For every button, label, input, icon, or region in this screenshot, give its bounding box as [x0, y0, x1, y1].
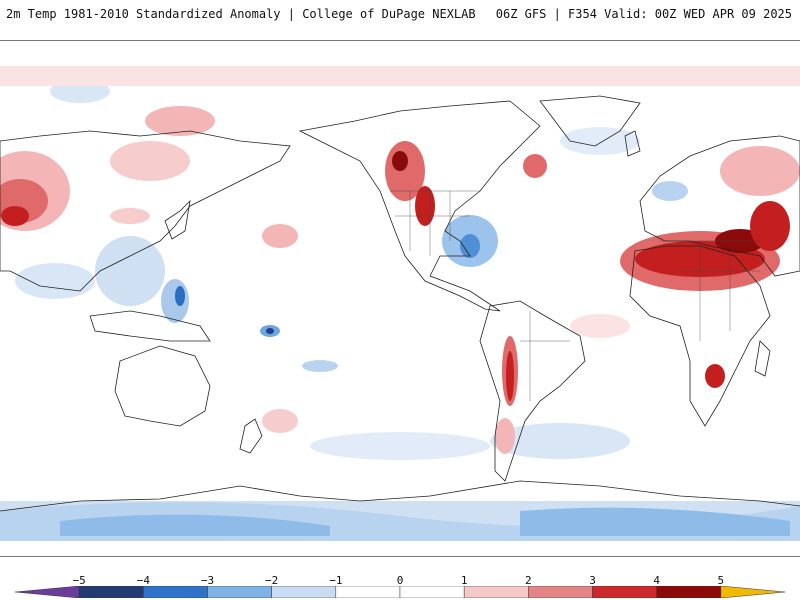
eurasia-east-outline: [0, 130, 291, 292]
greenland-outline: [539, 95, 641, 147]
south-america-outline: [479, 300, 586, 482]
colorbar-tick-label: 4: [653, 574, 660, 587]
japan-outline: [164, 199, 191, 240]
colorbar-scale: [14, 586, 786, 598]
colorbar-tick-label: 2: [525, 574, 532, 587]
colorbar-tick-label: 5: [717, 574, 725, 587]
colorbar-tick-label: 3: [589, 574, 596, 587]
antarctica-outline: [0, 480, 800, 512]
colorbar-segment: [592, 586, 657, 598]
colorbar-tick-label: −5: [72, 574, 86, 587]
australia-outline: [114, 345, 211, 427]
africa-outline: [629, 245, 771, 427]
colorbar-segment: [78, 586, 144, 598]
maritime-continent-outline: [89, 310, 211, 342]
model-run-info: 06Z GFS | F354 Valid: 00Z WED APR 09 202…: [495, 7, 792, 21]
uk-outline: [624, 130, 641, 157]
colorbar-tick-label: −2: [265, 574, 279, 587]
colorbar-tick-label: −1: [329, 574, 343, 587]
map-canvas: [0, 66, 800, 541]
colorbar-tick-label: 1: [460, 574, 468, 587]
political-borders: [390, 190, 760, 401]
colorbar-tick-label: −4: [136, 574, 150, 587]
colorbar-segment: [14, 586, 80, 598]
colorbar-tick-label: 0: [396, 574, 404, 587]
colorbar-segment: [528, 586, 593, 598]
colorbar-segment: [463, 586, 529, 598]
north-america-outline: [298, 100, 541, 312]
colorbar: −5 −4 −3 −2 −1 0 1 2 3 4 5: [0, 568, 800, 600]
colorbar-tick-label: −3: [200, 574, 215, 587]
map-title: 2m Temp 1981-2010 Standardized Anomaly |…: [6, 7, 476, 21]
cool-anomaly-layer: [0, 79, 800, 541]
madagascar-outline: [754, 340, 771, 377]
colorbar-segment: [399, 586, 465, 598]
colorbar-segment: [207, 586, 272, 598]
colorbar-segment: [656, 586, 722, 598]
colorbar-segment: [143, 586, 208, 598]
anomaly-map: [0, 40, 800, 557]
new-zealand-outline: [239, 418, 263, 454]
colorbar-segment: [720, 586, 786, 598]
header: 2m Temp 1981-2010 Standardized Anomaly |…: [0, 0, 800, 30]
colorbar-segment: [335, 586, 401, 598]
colorbar-segment: [271, 586, 337, 598]
